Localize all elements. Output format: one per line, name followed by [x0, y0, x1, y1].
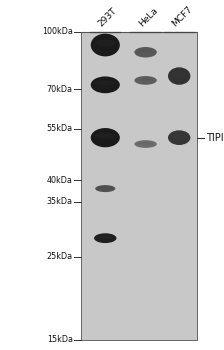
Text: HeLa: HeLa	[137, 6, 159, 28]
Ellipse shape	[95, 80, 116, 86]
FancyBboxPatch shape	[81, 32, 197, 340]
Ellipse shape	[138, 50, 153, 53]
Ellipse shape	[97, 236, 113, 239]
Ellipse shape	[91, 128, 120, 147]
Ellipse shape	[134, 47, 157, 57]
Ellipse shape	[95, 133, 116, 139]
Text: 293T: 293T	[97, 6, 119, 28]
Ellipse shape	[168, 67, 190, 85]
Ellipse shape	[171, 72, 187, 77]
Ellipse shape	[138, 142, 153, 145]
Text: 40kDa: 40kDa	[47, 176, 73, 185]
Ellipse shape	[98, 187, 112, 189]
Ellipse shape	[134, 76, 157, 85]
Ellipse shape	[171, 134, 187, 138]
Ellipse shape	[91, 76, 120, 93]
Text: 15kDa: 15kDa	[47, 335, 73, 344]
Text: 55kDa: 55kDa	[47, 124, 73, 133]
Ellipse shape	[168, 130, 190, 145]
Ellipse shape	[95, 39, 116, 46]
Text: 70kDa: 70kDa	[47, 85, 73, 94]
Ellipse shape	[134, 140, 157, 148]
Text: 25kDa: 25kDa	[47, 252, 73, 261]
Text: 100kDa: 100kDa	[42, 27, 73, 36]
Text: TIPIN: TIPIN	[206, 133, 224, 143]
Text: MCF7: MCF7	[171, 4, 195, 28]
Ellipse shape	[95, 185, 115, 192]
Ellipse shape	[94, 233, 116, 243]
Text: 35kDa: 35kDa	[47, 197, 73, 206]
Ellipse shape	[91, 34, 120, 56]
Ellipse shape	[138, 78, 153, 81]
